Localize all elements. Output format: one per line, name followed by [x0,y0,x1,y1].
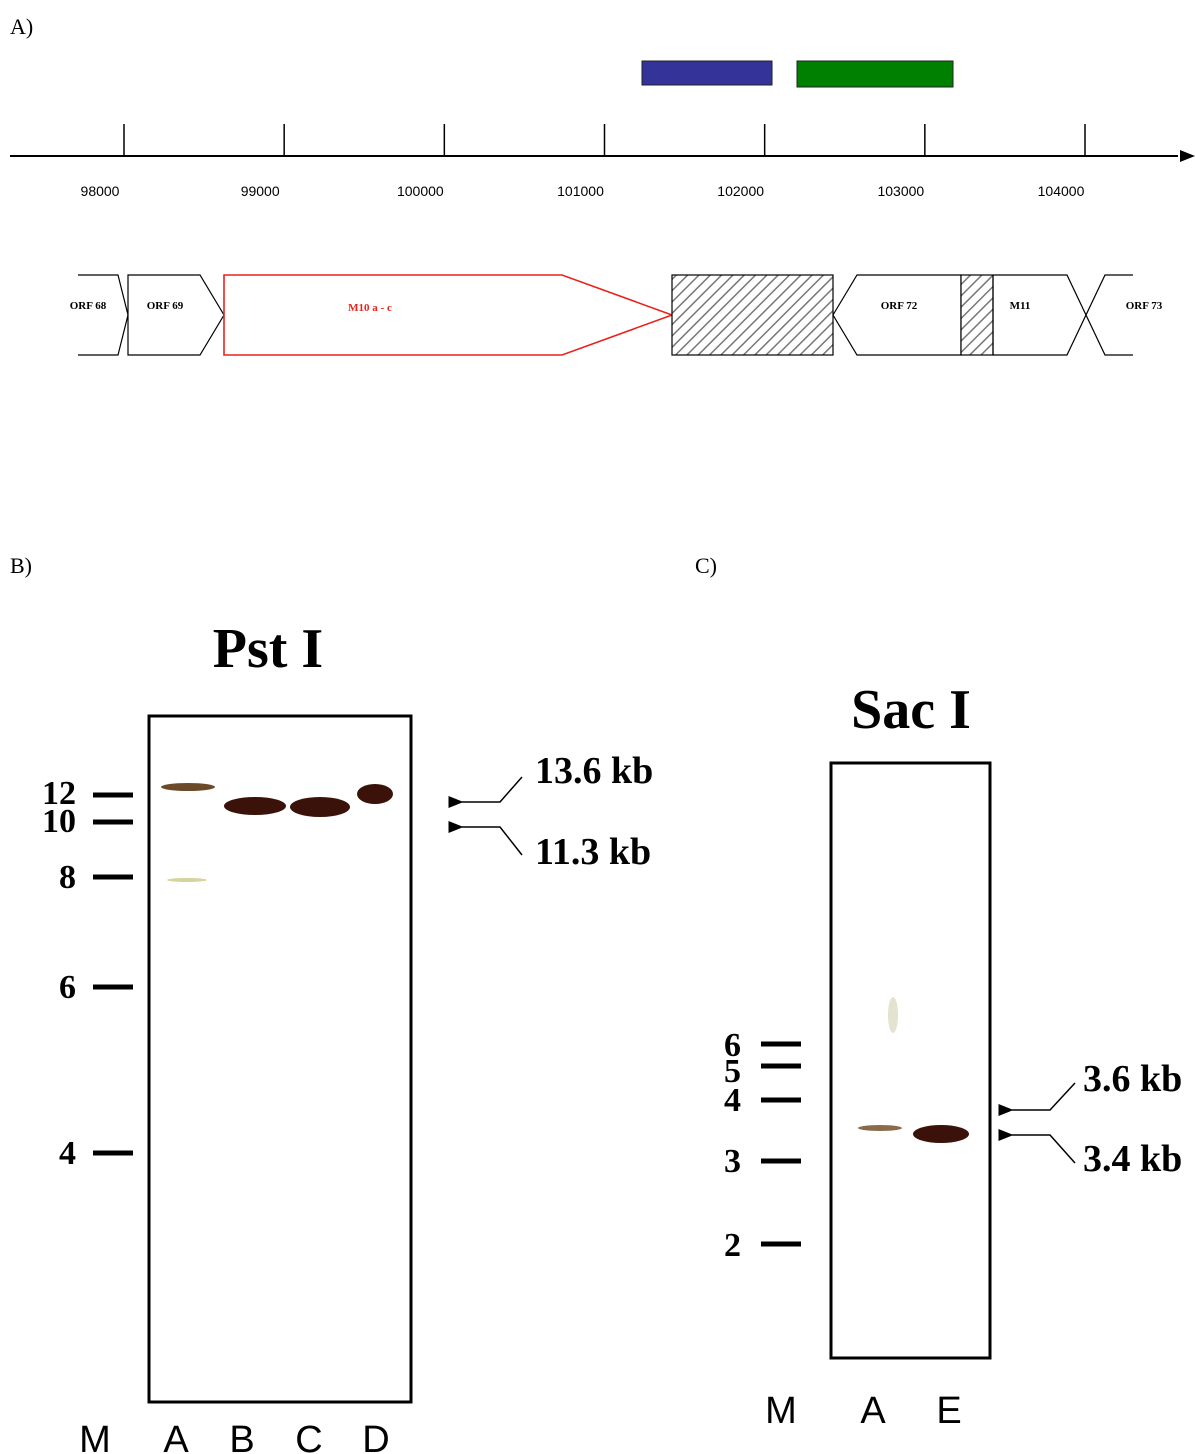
gel [149,716,411,1402]
gene-shape [993,275,1133,355]
size-annotation: 13.6 kb [535,750,653,792]
lane-label: A [860,1390,886,1432]
gel [831,763,990,1358]
panel-label: A) [10,14,33,39]
axis-tick-label: 101000 [557,183,604,199]
axis-tick-label: 99000 [241,183,280,199]
marker-label: 4 [59,1135,76,1172]
band [858,1125,902,1131]
gene-label: ORF 68 [70,300,107,312]
size-annotation: 3.6 kb [1083,1058,1182,1100]
band [224,797,286,815]
axis-arrow [1180,150,1195,162]
gene-shape [224,275,672,355]
gene-shape [993,275,1133,355]
marker-label: 8 [59,859,76,896]
gene-shape [833,275,961,355]
gene-label: ORF 72 [881,300,918,312]
gel-title: Pst I [213,618,323,680]
probe-green [797,61,953,87]
band [357,784,393,804]
gene-shape [128,275,224,355]
band [913,1125,969,1143]
marker-label: 3 [724,1143,741,1180]
size-annotation: 3.4 kb [1083,1138,1182,1180]
gene-shape [78,275,128,355]
marker-bars [93,795,133,1153]
panel-label: C) [695,553,717,578]
smear [888,997,898,1033]
hatched-region [961,275,993,355]
panel-label: B) [10,553,32,578]
probe-blue [642,61,772,85]
axis-tick-label: 102000 [717,183,764,199]
gene-label: M10 a - c [348,302,392,314]
lane-label: E [936,1390,961,1432]
marker-label: 10 [42,803,76,840]
axis-tick-label: 98000 [81,183,120,199]
band [167,878,207,882]
lane-label: M [79,1419,111,1454]
gene-map [78,275,1133,355]
axis-tick-label: 104000 [1038,183,1085,199]
gene-label: M11 [1010,300,1031,312]
marker-label: 6 [59,969,76,1006]
lane-label: C [295,1419,322,1454]
marker-label: 2 [724,1227,741,1264]
axis-ticks: 98000 99000 100000 101000 102000 103000 104000 [81,124,1085,199]
hatched-region [672,275,833,355]
size-annotation: 11.3 kb [535,831,651,873]
marker-bars [761,1044,801,1244]
gene-label: ORF 69 [147,300,184,312]
arrows [462,777,522,855]
lane-label: B [229,1419,254,1454]
marker-label: 4 [724,1082,741,1119]
arrows [1012,1083,1075,1163]
band [161,783,215,791]
lane-label: A [163,1419,189,1454]
gene-label: ORF 73 [1126,300,1163,312]
gel-title: Sac I [851,679,971,741]
lane-label: D [362,1419,389,1454]
axis-tick-label: 103000 [877,183,924,199]
lane-label: M [765,1390,797,1432]
axis-tick-label: 100000 [397,183,444,199]
figure: A) 9800099000100000101000102000103000104… [0,0,1195,1454]
band [290,797,350,817]
